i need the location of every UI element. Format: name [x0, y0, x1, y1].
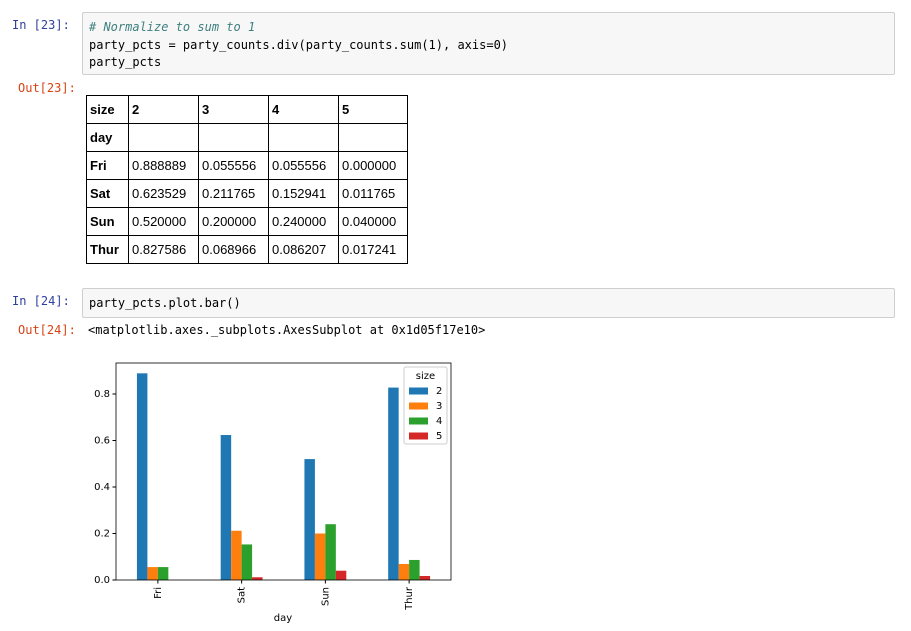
y-tick-label: 0.0: [94, 575, 110, 586]
legend-swatch: [409, 387, 428, 395]
table-cell: 0.000000: [338, 151, 408, 180]
bar: [335, 570, 347, 580]
empty-cell: [198, 123, 269, 152]
empty-cell: [128, 123, 199, 152]
row-index: Fri: [86, 151, 129, 180]
column-header: 3: [198, 95, 269, 124]
table-cell: 0.623529: [128, 179, 199, 208]
legend-label: 5: [436, 431, 442, 442]
index-name: day: [86, 123, 129, 152]
column-header: 4: [268, 95, 339, 124]
x-axis-label: day: [274, 613, 292, 624]
code-line: party_pcts: [89, 55, 162, 69]
bar: [220, 435, 232, 580]
table-cell: 0.011765: [338, 179, 408, 208]
table-cell: 0.888889: [128, 151, 199, 180]
bar: [157, 567, 169, 580]
legend-label: 3: [436, 401, 442, 412]
y-tick-label: 0.2: [94, 528, 110, 539]
bar: [241, 544, 253, 580]
table-cell: 0.086207: [268, 235, 339, 264]
code-cell[interactable]: party_pcts.plot.bar(): [82, 288, 895, 318]
y-tick-label: 0.6: [94, 435, 110, 446]
dataframe: size 2 3 4 5 day Fri 0.888889 0.055556 0.055556 0.…: [86, 95, 408, 264]
bar: [231, 530, 242, 580]
bar: [398, 563, 410, 580]
code-cell[interactable]: # Normalize to sum to 1 party_pcts = part…: [82, 12, 895, 75]
x-tick-label: Thur: [404, 586, 415, 611]
y-tick-label: 0.8: [94, 389, 110, 400]
table-cell: 0.055556: [198, 151, 269, 180]
legend-label: 2: [436, 386, 442, 397]
table-cell: 0.040000: [338, 207, 408, 236]
output-text: <matplotlib.axes._subplots.AxesSubplot a…: [88, 323, 486, 337]
table-cell: 0.017241: [338, 235, 408, 264]
axes-frame: [115, 362, 452, 581]
prompt-out: Out[24]:: [18, 323, 76, 337]
bar: [409, 559, 420, 580]
x-tick-label: Sat: [237, 587, 248, 603]
table-row: day: [86, 123, 408, 152]
row-index: Sun: [86, 207, 129, 236]
prompt-out: Out[23]:: [18, 81, 76, 95]
table-cell: 0.240000: [268, 207, 339, 236]
prompt-in: In [23]:: [12, 18, 70, 32]
column-header: 5: [338, 95, 408, 124]
table-cell: 0.200000: [198, 207, 269, 236]
table-row: size 2 3 4 5: [86, 95, 408, 124]
bar: [419, 575, 431, 580]
bar: [252, 577, 263, 580]
x-tick-label: Sun: [320, 587, 331, 606]
code-line: # Normalize to sum to 1: [89, 20, 256, 34]
column-header: size: [86, 95, 129, 124]
empty-cell: [338, 123, 408, 152]
bar: [314, 533, 326, 580]
table-cell: 0.211765: [198, 179, 269, 208]
table-cell: 0.827586: [128, 235, 199, 264]
row-index: Thur: [86, 235, 129, 264]
legend-swatch: [409, 432, 428, 440]
table-row: Sun 0.520000 0.200000 0.240000 0.040000: [86, 207, 408, 236]
x-tick-label: Fri: [153, 587, 164, 599]
table-row: Sat 0.623529 0.211765 0.152941 0.011765: [86, 179, 408, 208]
bar: [388, 387, 399, 580]
empty-cell: [268, 123, 339, 152]
column-header: 2: [128, 95, 199, 124]
code-line: party_pcts = party_counts.div(party_coun…: [89, 37, 509, 52]
bar: [147, 567, 158, 580]
legend-label: 4: [436, 416, 442, 427]
row-index: Sat: [86, 179, 129, 208]
bar: [325, 524, 336, 580]
legend-swatch: [409, 417, 428, 425]
table-cell: 0.068966: [198, 235, 269, 264]
legend-swatch: [409, 402, 428, 410]
prompt-in: In [24]:: [12, 294, 70, 308]
legend-title: size: [416, 371, 435, 382]
table-row: Thur 0.827586 0.068966 0.086207 0.017241: [86, 235, 408, 264]
table-cell: 0.152941: [268, 179, 339, 208]
table-cell: 0.055556: [268, 151, 339, 180]
code-line: party_pcts.plot.bar(): [89, 296, 241, 310]
table-row: Fri 0.888889 0.055556 0.055556 0.000000: [86, 151, 408, 180]
table-cell: 0.520000: [128, 207, 199, 236]
bar: [136, 373, 148, 580]
bar: [304, 459, 315, 580]
y-tick-label: 0.4: [94, 482, 110, 493]
